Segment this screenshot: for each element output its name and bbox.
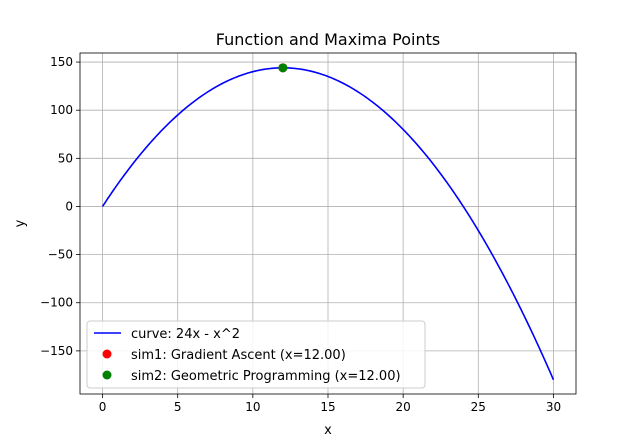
x-tick-label: 0 [99,400,107,414]
legend-label: sim2: Geometric Programming (x=12.00) [131,369,401,384]
chart-title: Function and Maxima Points [216,30,440,49]
y-tick-label: −150 [40,344,73,358]
legend-label: curve: 24x - x^2 [131,327,240,342]
legend-box [86,320,426,389]
legend-swatch-marker [102,349,112,359]
series-point-sim2 [278,63,288,73]
x-tick-label: 10 [245,400,260,414]
legend-swatch-marker [102,370,112,380]
y-tick-label: 0 [65,199,73,213]
x-axis-label: x [324,423,332,438]
x-tick-label: 20 [396,400,411,414]
x-tick-label: 5 [174,400,182,414]
x-tick-label: 15 [320,400,335,414]
y-tick-label: 50 [58,151,73,165]
legend: curve: 24x - x^2 sim1: Gradient Ascent (x… [86,320,426,389]
x-tick-label: 25 [471,400,486,414]
axis-ticks: 0 5 10 15 20 25 30 −150 −100 −50 0 50 100 150 [40,55,561,414]
y-tick-label: −100 [40,296,73,310]
x-tick-label: 30 [546,400,561,414]
y-tick-label: 150 [50,55,73,69]
series-line-curve [101,67,555,381]
legend-label: sim1: Gradient Ascent (x=12.00) [131,348,346,363]
y-axis-label: y [13,219,28,227]
y-tick-label: −50 [48,248,73,262]
plot-series [101,63,555,381]
y-tick-label: 100 [50,103,73,117]
